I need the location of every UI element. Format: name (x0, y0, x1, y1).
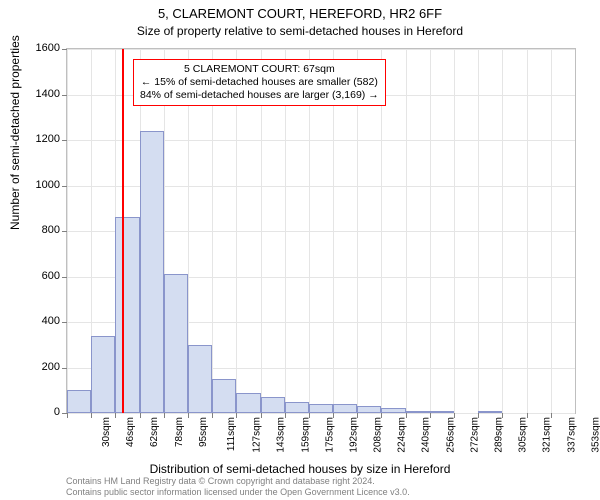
histogram-bar (430, 411, 454, 413)
ytick-label: 0 (10, 406, 60, 418)
xtick-mark (551, 413, 552, 418)
xtick-mark (236, 413, 237, 418)
footer-attribution: Contains HM Land Registry data © Crown c… (66, 476, 410, 497)
xtick-mark (333, 413, 334, 418)
xtick-mark (91, 413, 92, 418)
histogram-bar (261, 397, 285, 413)
histogram-bar (91, 336, 115, 413)
xtick-mark (309, 413, 310, 418)
ytick-label: 1400 (10, 88, 60, 100)
annotation-line-3: 84% of semi-detached houses are larger (… (140, 89, 379, 102)
histogram-bar (140, 131, 164, 413)
plot-area: 5 CLAREMONT COURT: 67sqm ← 15% of semi-d… (66, 48, 576, 414)
xtick-mark (478, 413, 479, 418)
histogram-bar (381, 408, 405, 413)
ytick-label: 1000 (10, 179, 60, 191)
xtick-label: 337sqm (566, 417, 577, 453)
xtick-mark (430, 413, 431, 418)
histogram-bar (478, 411, 502, 413)
xtick-mark (67, 413, 68, 418)
xtick-label: 256sqm (445, 417, 456, 453)
histogram-bar (67, 390, 91, 413)
annotation-box: 5 CLAREMONT COURT: 67sqm ← 15% of semi-d… (133, 59, 386, 106)
xtick-label: 30sqm (101, 417, 112, 447)
xtick-mark (140, 413, 141, 418)
gridline-v (502, 49, 503, 413)
xtick-mark (381, 413, 382, 418)
histogram-bar (115, 217, 139, 413)
xtick-mark (164, 413, 165, 418)
gridline-v (67, 49, 68, 413)
xtick-mark (527, 413, 528, 418)
xtick-mark (502, 413, 503, 418)
xtick-label: 353sqm (590, 417, 600, 453)
histogram-bar (285, 402, 309, 413)
x-axis-label: Distribution of semi-detached houses by … (0, 462, 600, 476)
annotation-line-1: 5 CLAREMONT COURT: 67sqm (140, 63, 379, 76)
ytick-label: 200 (10, 361, 60, 373)
property-marker-line (122, 49, 124, 413)
xtick-mark (188, 413, 189, 418)
xtick-mark (261, 413, 262, 418)
xtick-mark (212, 413, 213, 418)
footer-line-2: Contains public sector information licen… (66, 487, 410, 497)
ytick-label: 800 (10, 224, 60, 236)
xtick-label: 175sqm (324, 417, 335, 453)
gridline-v (551, 49, 552, 413)
xtick-mark (454, 413, 455, 418)
gridline-v (430, 49, 431, 413)
xtick-mark (406, 413, 407, 418)
histogram-bar (309, 404, 333, 413)
xtick-label: 78sqm (174, 417, 185, 447)
xtick-label: 95sqm (198, 417, 209, 447)
xtick-label: 62sqm (149, 417, 160, 447)
xtick-label: 321sqm (542, 417, 553, 453)
chart-subtitle: Size of property relative to semi-detach… (0, 22, 600, 38)
histogram-bar (188, 345, 212, 413)
gridline-h (67, 49, 575, 50)
xtick-label: 289sqm (494, 417, 505, 453)
histogram-bar (212, 379, 236, 413)
gridline-v (478, 49, 479, 413)
ytick-label: 600 (10, 270, 60, 282)
ytick-label: 1200 (10, 133, 60, 145)
chart-title: 5, CLAREMONT COURT, HEREFORD, HR2 6FF (0, 0, 600, 22)
xtick-label: 46sqm (125, 417, 136, 447)
xtick-label: 272sqm (469, 417, 480, 453)
xtick-label: 192sqm (348, 417, 359, 453)
xtick-label: 240sqm (421, 417, 432, 453)
gridline-v (454, 49, 455, 413)
histogram-bar (333, 404, 357, 413)
footer-line-1: Contains HM Land Registry data © Crown c… (66, 476, 410, 486)
xtick-mark (285, 413, 286, 418)
histogram-bar (406, 411, 430, 413)
annotation-line-2: ← 15% of semi-detached houses are smalle… (140, 76, 379, 89)
xtick-label: 224sqm (397, 417, 408, 453)
xtick-label: 127sqm (252, 417, 263, 453)
gridline-v (527, 49, 528, 413)
histogram-bar (236, 393, 260, 413)
xtick-label: 208sqm (373, 417, 384, 453)
xtick-label: 111sqm (226, 417, 237, 451)
chart-container: 5, CLAREMONT COURT, HEREFORD, HR2 6FF Si… (0, 0, 600, 500)
ytick-label: 1600 (10, 42, 60, 54)
xtick-label: 159sqm (300, 417, 311, 453)
ytick-label: 400 (10, 315, 60, 327)
xtick-mark (115, 413, 116, 418)
gridline-h (67, 413, 575, 414)
histogram-bar (357, 406, 381, 413)
histogram-bar (164, 274, 188, 413)
xtick-label: 305sqm (518, 417, 529, 453)
xtick-label: 143sqm (276, 417, 287, 453)
xtick-mark (357, 413, 358, 418)
gridline-v (406, 49, 407, 413)
